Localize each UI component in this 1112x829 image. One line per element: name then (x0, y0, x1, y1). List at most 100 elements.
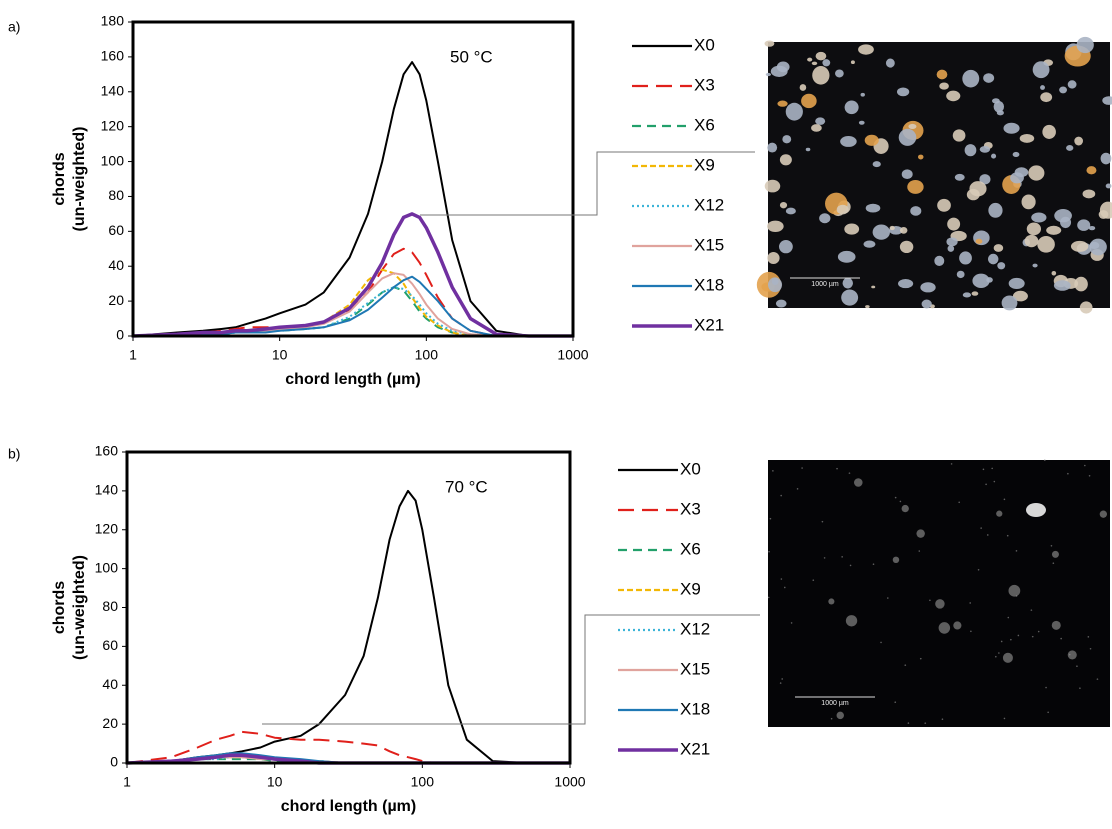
particle (841, 556, 843, 558)
particle (1050, 545, 1053, 547)
particle (946, 90, 961, 102)
particle (1003, 498, 1006, 501)
particle (982, 468, 985, 471)
particle (1074, 136, 1083, 146)
x-axis-label: chord length (µm) (285, 371, 420, 388)
particle (1046, 225, 1062, 235)
x-tick-label: 1000 (554, 774, 585, 790)
particle (860, 92, 865, 97)
particle (997, 262, 1006, 270)
particle (924, 722, 927, 724)
particle (772, 470, 774, 472)
particle (872, 161, 881, 168)
x-tick-label: 100 (415, 347, 439, 363)
particle (828, 598, 835, 605)
y-tick-label: 60 (108, 222, 124, 238)
particle (938, 622, 951, 634)
scale-label: 1000 µm (811, 281, 839, 288)
particle (986, 277, 993, 283)
particle (1001, 295, 1018, 311)
particle (1067, 472, 1069, 475)
particle (775, 299, 787, 308)
particle (1024, 234, 1039, 248)
particle (812, 66, 830, 85)
particle (1010, 638, 1012, 641)
particle (962, 292, 972, 298)
particle (972, 273, 990, 288)
y-tick-label: 140 (95, 482, 119, 498)
particle (785, 102, 803, 121)
legend-label: X21 (694, 315, 724, 334)
particle (815, 51, 827, 61)
particle (899, 500, 902, 503)
particle (790, 622, 793, 624)
particle (767, 251, 780, 264)
particle (917, 154, 924, 160)
particle (969, 602, 971, 604)
particle (1051, 620, 1061, 630)
series-line (132, 247, 573, 337)
y-tick-label: 80 (108, 187, 124, 203)
particle (1067, 80, 1077, 89)
connector (262, 614, 760, 725)
y-axis-label: (un-weighted) (71, 555, 88, 660)
particle (898, 128, 917, 146)
particle (779, 682, 782, 684)
particle (1003, 122, 1020, 134)
y-tick-label: 40 (108, 257, 124, 273)
particle (1074, 276, 1088, 292)
series-line (126, 489, 570, 764)
particle (962, 69, 980, 88)
particle (1026, 222, 1042, 236)
particle (1042, 124, 1056, 139)
y-tick-label: 0 (110, 754, 118, 770)
particle (799, 84, 807, 91)
particle (1084, 464, 1086, 467)
particle (1105, 183, 1112, 189)
legend-label: X15 (694, 235, 724, 254)
particle (937, 198, 951, 212)
legend-label: X15 (680, 659, 710, 678)
particle (811, 61, 818, 66)
particle (764, 179, 781, 193)
particle (1051, 550, 1059, 558)
legend-label: X12 (680, 619, 710, 638)
y-axis-label: chords (51, 152, 68, 205)
particle (1040, 85, 1045, 90)
particle (939, 82, 949, 90)
particle (921, 299, 932, 309)
particle (767, 142, 778, 153)
y-axis-label: chords (51, 581, 68, 634)
particle (934, 255, 945, 267)
particle (946, 237, 958, 247)
particle (959, 251, 972, 265)
particle (1045, 686, 1047, 689)
particle (953, 621, 962, 630)
particle (983, 73, 995, 83)
particle (822, 59, 831, 67)
particle (1087, 636, 1090, 638)
particle (977, 568, 980, 571)
particle (765, 72, 771, 77)
particle (894, 496, 897, 499)
particle (1017, 634, 1020, 637)
annotation: 50 °C (450, 47, 493, 66)
particle (918, 550, 921, 552)
particle (1019, 133, 1035, 143)
particle (836, 204, 849, 215)
particle (830, 717, 833, 720)
series-line (126, 730, 570, 764)
particle (778, 240, 793, 254)
plot-frame (131, 20, 575, 338)
particle (1031, 212, 1047, 223)
particle (892, 556, 900, 564)
particle (971, 291, 979, 296)
particle (1053, 280, 1071, 291)
particle (1010, 172, 1024, 184)
particle (1100, 152, 1112, 165)
particle (782, 135, 792, 144)
legend-label: X0 (680, 459, 701, 478)
particle (894, 701, 897, 703)
particle (821, 520, 824, 523)
crystal (1026, 503, 1046, 517)
